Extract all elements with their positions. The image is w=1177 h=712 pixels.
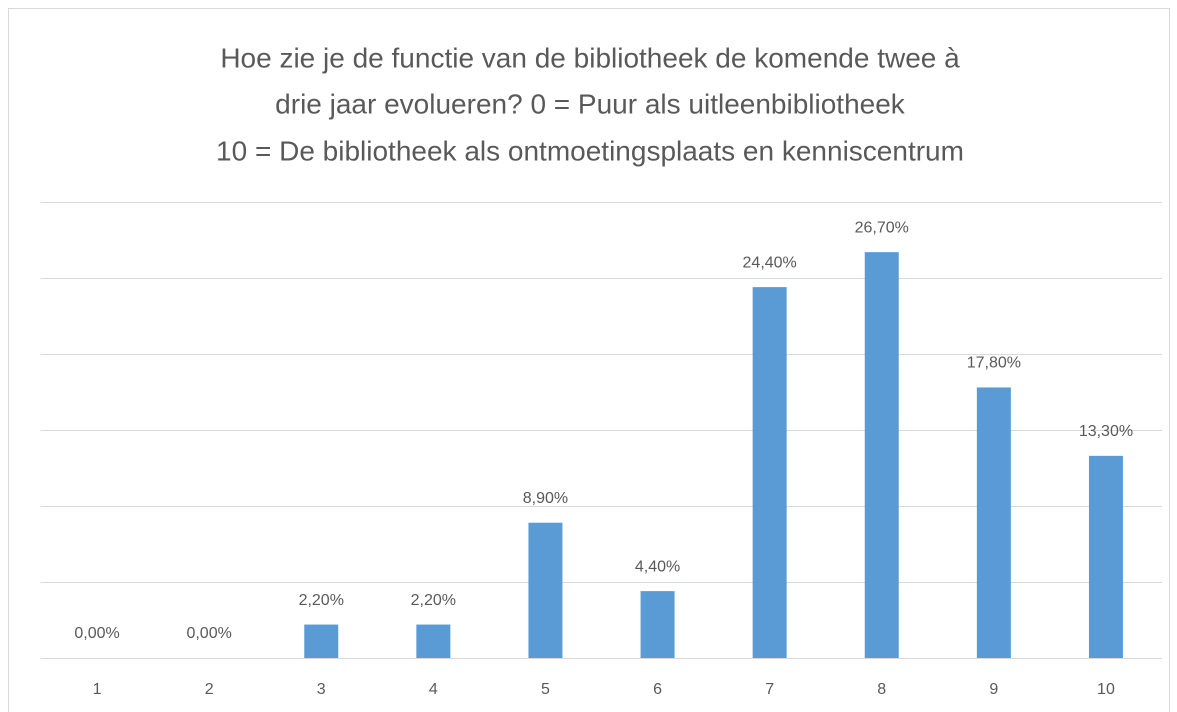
bar bbox=[304, 624, 339, 658]
bar bbox=[752, 287, 787, 658]
x-tick-label: 5 bbox=[541, 681, 550, 698]
x-tick-label: 2 bbox=[205, 681, 214, 698]
bar bbox=[1088, 455, 1123, 658]
x-tick-label: 6 bbox=[653, 681, 662, 698]
x-tick-label: 9 bbox=[989, 681, 998, 698]
x-tick-label: 7 bbox=[765, 681, 774, 698]
data-label: 17,80% bbox=[967, 355, 1021, 372]
data-label: 0,00% bbox=[74, 625, 119, 642]
x-tick-label: 3 bbox=[317, 681, 326, 698]
data-label: 13,30% bbox=[1079, 423, 1133, 440]
data-label: 24,40% bbox=[743, 254, 797, 271]
chart-title: drie jaar evolueren? 0 = Puur als uitlee… bbox=[275, 88, 906, 119]
data-label: 2,20% bbox=[411, 592, 456, 609]
bar bbox=[640, 591, 675, 658]
x-tick-label: 8 bbox=[877, 681, 886, 698]
data-label: 4,40% bbox=[635, 558, 680, 575]
chart-title: 10 = De bibliotheek als ontmoetingsplaat… bbox=[216, 135, 964, 166]
x-tick-label: 4 bbox=[429, 681, 438, 698]
chart-title: Hoe zie je de functie van de bibliotheek… bbox=[220, 42, 960, 73]
data-label: 8,90% bbox=[523, 490, 568, 507]
x-tick-label: 1 bbox=[93, 681, 102, 698]
chart-frame bbox=[8, 8, 1170, 712]
data-label: 0,00% bbox=[186, 625, 231, 642]
x-tick-label: 10 bbox=[1097, 681, 1115, 698]
bar bbox=[864, 252, 899, 658]
bar bbox=[528, 522, 563, 658]
bar bbox=[416, 624, 451, 658]
data-label: 26,70% bbox=[855, 219, 909, 236]
bar bbox=[976, 387, 1011, 658]
data-label: 2,20% bbox=[299, 592, 344, 609]
